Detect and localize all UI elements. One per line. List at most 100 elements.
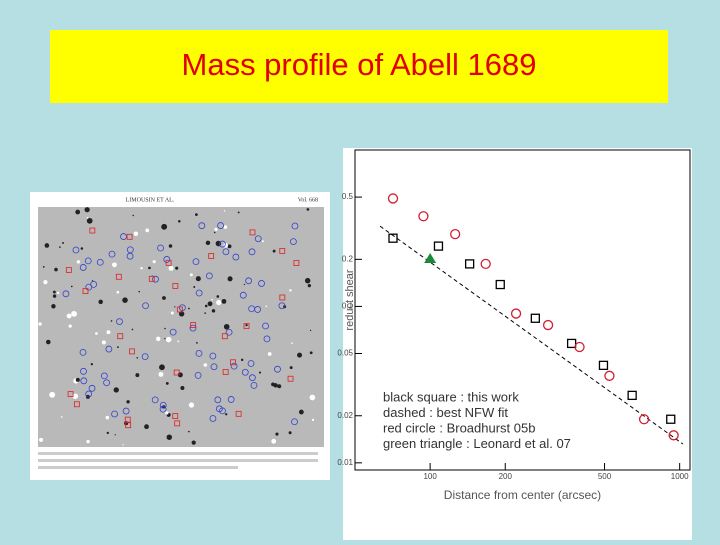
blue-marker <box>157 244 164 252</box>
plot-frame <box>354 149 691 471</box>
blue-marker <box>245 277 253 285</box>
blue-marker <box>88 384 96 392</box>
galaxy <box>168 265 174 271</box>
galaxy <box>261 240 264 243</box>
red-marker <box>148 275 155 282</box>
galaxy <box>159 364 165 371</box>
red-marker <box>115 273 122 280</box>
blue-marker <box>85 390 93 398</box>
blue-marker <box>151 396 159 404</box>
blue-marker <box>250 381 258 389</box>
galaxy <box>188 430 190 433</box>
circle-point <box>542 319 554 331</box>
galaxy <box>158 371 164 377</box>
galaxy <box>195 213 198 217</box>
galaxy <box>71 310 77 317</box>
blue-marker <box>194 371 202 379</box>
galaxy <box>136 356 139 359</box>
blue-marker <box>72 246 80 254</box>
blue-marker <box>248 248 256 256</box>
blue-marker <box>210 363 218 371</box>
galaxy <box>191 440 196 445</box>
red-marker <box>172 283 179 289</box>
galaxy <box>126 400 130 404</box>
galaxy <box>60 416 63 418</box>
y-tick-label: 0.01 <box>337 458 353 467</box>
galaxy <box>54 267 58 272</box>
galaxy <box>98 299 103 305</box>
galaxy <box>309 351 313 355</box>
red-marker <box>65 267 72 273</box>
square-point <box>666 414 676 424</box>
circle-point <box>418 211 429 222</box>
blue-marker <box>219 407 226 415</box>
galaxy <box>165 411 169 415</box>
sky-figure: LIMOUSIN ET AL. Vol. 668 <box>30 192 330 480</box>
galaxy <box>51 304 56 309</box>
y-axis-label: reduct shear <box>344 269 356 330</box>
red-marker <box>172 413 179 419</box>
galaxy <box>188 307 190 310</box>
blue-marker <box>195 289 203 297</box>
figure-volume: Vol. 668 <box>298 197 318 203</box>
galaxy <box>309 329 312 332</box>
galaxy <box>122 297 128 303</box>
figure-header: LIMOUSIN ET AL. <box>126 197 175 203</box>
galaxy <box>307 284 312 288</box>
blue-marker <box>274 365 281 373</box>
galaxy <box>311 418 315 422</box>
blue-marker <box>263 335 271 343</box>
blue-marker <box>222 248 230 256</box>
red-marker <box>82 288 89 294</box>
galaxy <box>166 434 173 440</box>
galaxy <box>152 260 156 264</box>
galaxy <box>168 244 173 248</box>
red-marker <box>174 420 181 427</box>
blue-marker <box>142 302 149 310</box>
blue-marker <box>111 410 118 418</box>
circle-point <box>574 341 585 353</box>
red-marker <box>190 322 197 328</box>
square-point <box>433 241 444 251</box>
blue-marker <box>278 302 286 310</box>
legend-entry: green triangle : Leonard et al. 07 <box>383 436 571 451</box>
galaxy <box>52 290 56 294</box>
galaxy <box>165 381 169 385</box>
galaxy <box>80 247 84 250</box>
blue-marker <box>205 272 213 280</box>
blue-marker <box>291 418 298 426</box>
red-marker <box>129 348 135 355</box>
title-box <box>50 30 668 103</box>
red-marker <box>249 229 256 236</box>
galaxy <box>116 290 120 294</box>
circle-point <box>668 430 679 441</box>
galaxy <box>243 283 246 286</box>
blue-marker <box>116 318 123 325</box>
blue-marker <box>214 396 222 404</box>
galaxy <box>289 289 292 292</box>
galaxy <box>205 240 211 246</box>
red-marker <box>126 233 133 240</box>
galaxy <box>43 280 48 285</box>
galaxy <box>193 286 196 288</box>
fit-line <box>379 225 684 445</box>
red-marker <box>221 333 228 340</box>
blue-marker <box>209 352 217 360</box>
square-point <box>495 279 505 290</box>
red-marker <box>125 422 132 429</box>
galaxy <box>175 266 179 270</box>
galaxy <box>164 338 166 340</box>
galaxy <box>38 437 44 443</box>
sky-objects <box>38 207 316 446</box>
galaxy <box>272 249 276 253</box>
legend-entry: black square : this work <box>383 389 519 404</box>
blue-marker <box>163 256 171 263</box>
blue-marker <box>80 377 88 385</box>
blue-marker <box>126 246 134 254</box>
galaxy <box>56 291 60 295</box>
circle-point <box>387 193 399 204</box>
blue-marker <box>195 349 203 357</box>
legend-entry: dashed : best NFW fit <box>383 405 508 420</box>
blue-marker <box>192 258 200 266</box>
